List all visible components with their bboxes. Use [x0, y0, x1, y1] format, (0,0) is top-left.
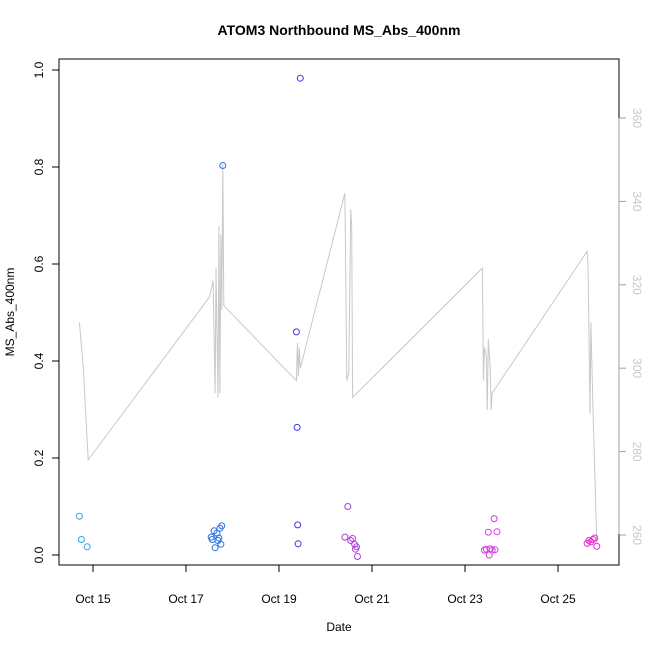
y2-tick-label: 320: [630, 275, 644, 295]
x-tick-label: Oct 17: [168, 592, 204, 606]
data-point: [211, 544, 219, 552]
data-point: [490, 515, 498, 523]
data-point: [484, 528, 492, 536]
data-point: [354, 553, 361, 560]
data-point: [218, 522, 226, 530]
data-point: [589, 536, 597, 543]
data-point: [293, 423, 301, 431]
y-axis-label: MS_Abs_400nm: [3, 268, 17, 357]
data-point: [486, 545, 494, 553]
data-point: [353, 543, 360, 551]
data-point: [591, 534, 599, 542]
data-point: [493, 528, 501, 536]
y-tick-label: 0.8: [32, 158, 46, 175]
data-point: [294, 521, 302, 529]
x-tick-label: Oct 21: [354, 592, 390, 606]
y-tick-label: 1.0: [32, 61, 46, 78]
data-point: [341, 533, 349, 541]
data-point: [75, 512, 83, 520]
y2-tick-label: 260: [630, 525, 644, 545]
chart-title: ATOM3 Northbound MS_Abs_400nm: [218, 22, 461, 38]
data-point: [585, 537, 593, 544]
y2-series-line: [78, 163, 598, 544]
y-axis: 0.0 0.2 0.4 0.6 0.8 1.0: [32, 61, 60, 563]
x-tick-label: Oct 23: [447, 592, 483, 606]
data-points: [75, 74, 601, 560]
data-point: [347, 537, 355, 544]
y-tick-label: 0.2: [32, 449, 46, 466]
y2-axis: 260 280 300 320 340 360: [619, 108, 644, 545]
data-point: [296, 74, 304, 82]
data-point: [491, 546, 499, 554]
y2-tick-label: 340: [630, 191, 644, 211]
x-tick-label: Oct 25: [540, 592, 576, 606]
data-point: [488, 546, 496, 554]
y-tick-label: 0.4: [32, 352, 46, 369]
y2-tick-label: 360: [630, 108, 644, 128]
x-axis: Oct 15 Oct 17 Oct 19 Oct 21 Oct 23 Oct 25: [75, 565, 576, 606]
data-point: [593, 542, 601, 550]
data-point: [294, 540, 302, 548]
y-tick-label: 0.6: [32, 255, 46, 272]
data-point: [292, 328, 300, 336]
x-axis-label: Date: [326, 620, 352, 634]
data-point: [83, 543, 91, 551]
data-point: [217, 540, 225, 548]
y2-tick-label: 300: [630, 358, 644, 378]
data-point: [77, 536, 85, 543]
y-tick-label: 0.0: [32, 546, 46, 563]
y2-line-path: [78, 163, 598, 544]
data-point: [215, 534, 223, 542]
y2-tick-label: 280: [630, 442, 644, 462]
data-point: [219, 162, 227, 169]
x-tick-label: Oct 19: [261, 592, 297, 606]
x-tick-label: Oct 15: [75, 592, 111, 606]
data-point: [344, 503, 352, 510]
plot-frame: [58, 58, 620, 566]
